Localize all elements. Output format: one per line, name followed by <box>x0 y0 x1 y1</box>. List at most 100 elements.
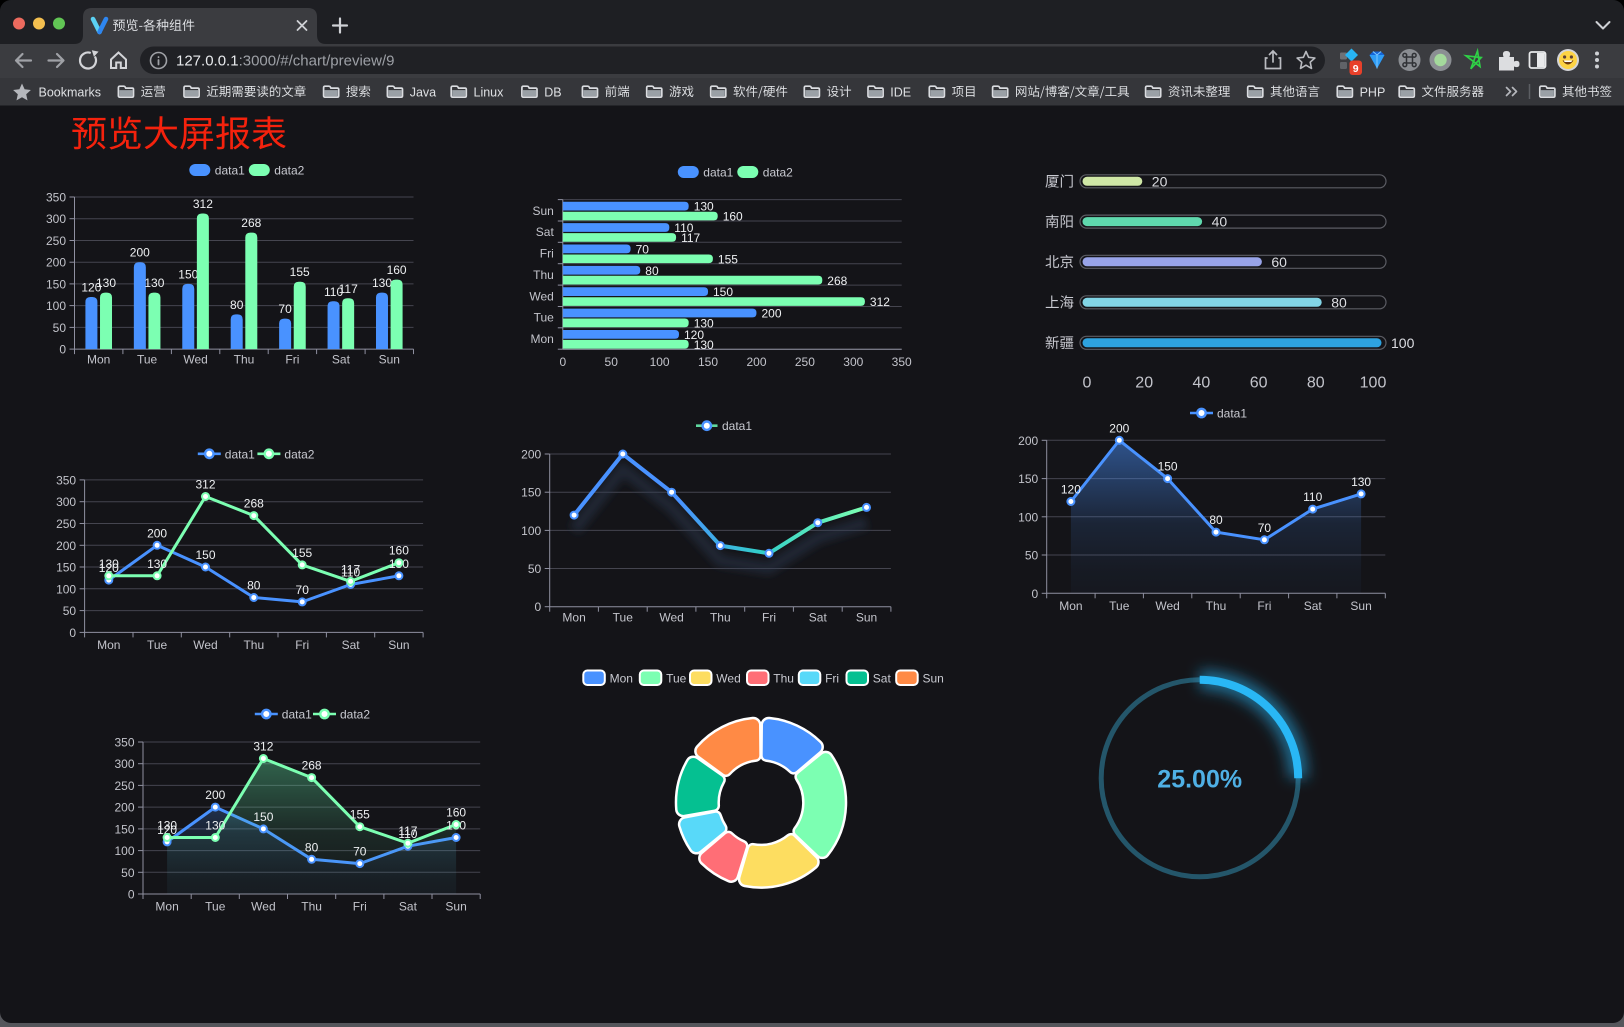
svg-text:80: 80 <box>1209 513 1223 527</box>
svg-text:130: 130 <box>147 557 167 571</box>
svg-text:Sun: Sun <box>379 353 400 367</box>
svg-text:120: 120 <box>684 328 704 342</box>
svg-text:40: 40 <box>1212 214 1228 230</box>
svg-text:Fri: Fri <box>762 611 776 625</box>
svg-text:250: 250 <box>795 355 815 369</box>
svg-text:80: 80 <box>1331 294 1347 310</box>
svg-text:Fri: Fri <box>825 672 839 686</box>
svg-text:Mon: Mon <box>562 611 585 625</box>
svg-text:Sat: Sat <box>536 225 555 239</box>
svg-text:Wed: Wed <box>1155 599 1179 613</box>
svg-text:Wed: Wed <box>183 353 207 367</box>
svg-text:130: 130 <box>96 276 116 290</box>
svg-text:268: 268 <box>244 497 264 511</box>
svg-text:Sun: Sun <box>532 204 553 218</box>
svg-text:150: 150 <box>1018 472 1038 486</box>
svg-text:40: 40 <box>1193 375 1211 392</box>
svg-text:110: 110 <box>1303 490 1322 504</box>
svg-text:80: 80 <box>645 264 659 278</box>
svg-text:110: 110 <box>324 285 343 299</box>
svg-text:200: 200 <box>46 256 66 270</box>
svg-text:100: 100 <box>56 582 76 596</box>
svg-text:127.0.0.1:3000/#/chart/preview: 127.0.0.1:3000/#/chart/preview/9 <box>176 53 395 70</box>
svg-text:Java: Java <box>410 86 436 100</box>
svg-text:130: 130 <box>694 317 714 331</box>
svg-text:130: 130 <box>144 276 164 290</box>
svg-text:200: 200 <box>746 355 766 369</box>
svg-text:70: 70 <box>636 243 650 257</box>
svg-text:160: 160 <box>723 210 743 224</box>
svg-text:100: 100 <box>46 299 66 313</box>
svg-text:Mon: Mon <box>1059 599 1082 613</box>
svg-text:100: 100 <box>1360 375 1387 392</box>
svg-text:350: 350 <box>56 473 76 487</box>
svg-text:150: 150 <box>114 822 134 836</box>
svg-text:50: 50 <box>53 321 67 335</box>
svg-text:80: 80 <box>247 579 261 593</box>
svg-text:data1: data1 <box>215 164 245 178</box>
svg-text:0: 0 <box>128 888 135 902</box>
svg-text:150: 150 <box>178 267 198 281</box>
svg-text:Tue: Tue <box>613 611 634 625</box>
svg-text:20: 20 <box>1152 173 1168 189</box>
svg-text:DB: DB <box>544 86 561 100</box>
svg-text:155: 155 <box>718 252 738 266</box>
svg-text:300: 300 <box>114 757 134 771</box>
svg-text:Sun: Sun <box>445 900 466 914</box>
svg-text:Sat: Sat <box>809 611 828 625</box>
svg-text:200: 200 <box>56 539 76 553</box>
svg-text:100: 100 <box>1018 510 1038 524</box>
svg-text:110: 110 <box>341 566 360 580</box>
svg-text:200: 200 <box>1018 434 1038 448</box>
svg-text:Thu: Thu <box>710 611 731 625</box>
svg-text:117: 117 <box>681 231 700 245</box>
svg-text:130: 130 <box>372 276 392 290</box>
svg-text:155: 155 <box>292 546 312 560</box>
svg-text:Fri: Fri <box>1257 599 1271 613</box>
svg-text:Tue: Tue <box>137 353 158 367</box>
svg-text:Sun: Sun <box>1350 599 1371 613</box>
svg-text:150: 150 <box>698 355 718 369</box>
svg-text:Wed: Wed <box>716 672 740 686</box>
svg-text:20: 20 <box>1135 375 1153 392</box>
svg-text:data2: data2 <box>340 708 370 722</box>
svg-text:Bookmarks: Bookmarks <box>39 86 102 100</box>
svg-text:250: 250 <box>114 779 134 793</box>
svg-text:Fri: Fri <box>285 353 299 367</box>
svg-text:268: 268 <box>827 274 847 288</box>
svg-text:70: 70 <box>296 583 310 597</box>
svg-text:data2: data2 <box>284 447 314 461</box>
svg-text:Tue: Tue <box>534 311 555 325</box>
svg-text:350: 350 <box>892 355 912 369</box>
svg-text:200: 200 <box>114 801 134 815</box>
svg-text:312: 312 <box>253 740 273 754</box>
svg-text:Sun: Sun <box>923 672 944 686</box>
svg-text:117: 117 <box>398 824 417 838</box>
svg-text:Linux: Linux <box>474 86 505 100</box>
svg-text:160: 160 <box>446 806 466 820</box>
svg-text:Tue: Tue <box>1109 599 1130 613</box>
svg-text:130: 130 <box>1351 475 1371 489</box>
svg-text:150: 150 <box>253 810 273 824</box>
svg-text:Thu: Thu <box>243 638 264 652</box>
svg-text:0: 0 <box>69 626 76 640</box>
svg-text:100: 100 <box>1391 335 1415 351</box>
svg-text:150: 150 <box>521 486 541 500</box>
svg-text:Wed: Wed <box>251 900 275 914</box>
svg-text:data1: data1 <box>282 708 312 722</box>
svg-text:Thu: Thu <box>1206 599 1227 613</box>
svg-text:120: 120 <box>157 823 177 837</box>
svg-text:50: 50 <box>63 604 77 618</box>
svg-text:268: 268 <box>241 216 261 230</box>
svg-text:250: 250 <box>46 234 66 248</box>
svg-text:312: 312 <box>193 197 213 211</box>
svg-text:350: 350 <box>46 191 66 205</box>
svg-text:120: 120 <box>99 561 119 575</box>
svg-text:0: 0 <box>1083 375 1092 392</box>
svg-text:Sat: Sat <box>873 672 892 686</box>
svg-text:Tue: Tue <box>666 672 687 686</box>
svg-text:150: 150 <box>713 285 733 299</box>
svg-text:200: 200 <box>1109 421 1129 435</box>
svg-text:312: 312 <box>870 295 890 309</box>
svg-text:350: 350 <box>114 736 134 750</box>
